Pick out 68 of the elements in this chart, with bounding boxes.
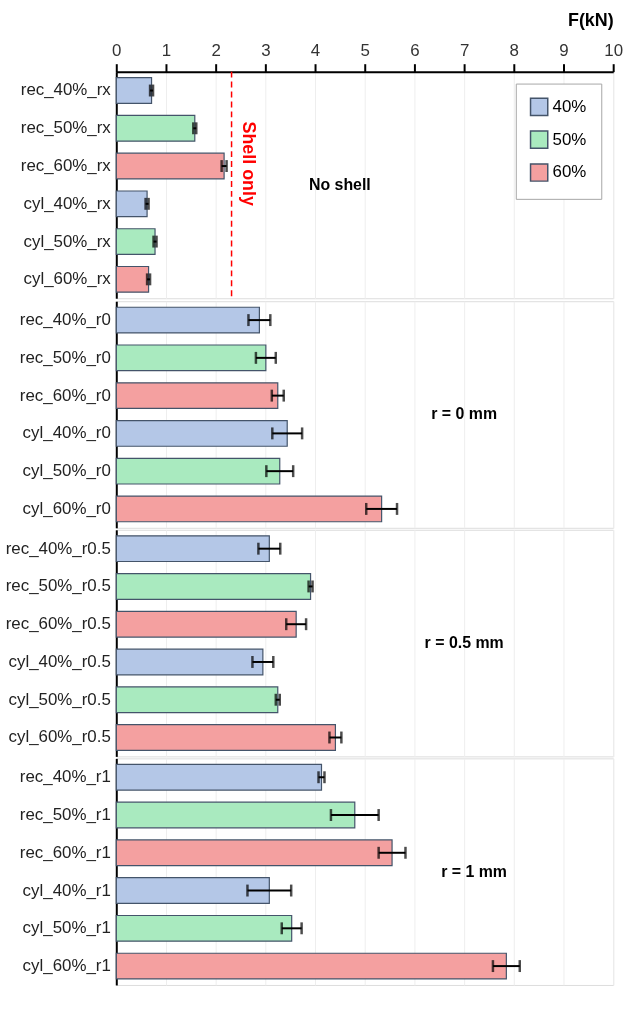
x-tick-label: 2: [211, 41, 221, 61]
y-tick-label: cyl_50%_r0.5: [8, 689, 111, 709]
bar: [115, 648, 264, 676]
legend-label: 60%: [552, 162, 587, 182]
x-tick-label: 9: [559, 41, 569, 61]
bar: [115, 801, 356, 829]
x-tick-label: 4: [310, 41, 321, 61]
bar: [115, 265, 150, 293]
x-tick-label: 5: [360, 41, 370, 61]
annotation: No shell: [308, 175, 371, 193]
bar: [115, 457, 281, 485]
y-tick-label: rec_40%_r0.5: [5, 538, 111, 558]
bar: [115, 610, 297, 638]
y-tick-label: cyl_60%_r0.5: [8, 727, 111, 747]
y-tick-label: rec_60%_rx: [20, 156, 112, 176]
y-tick-label: cyl_60%_r0: [22, 498, 111, 518]
y-tick-label: rec_60%_r0.5: [5, 614, 111, 634]
y-tick-label: rec_40%_r0: [19, 310, 111, 330]
legend-label: 50%: [552, 129, 587, 149]
bar: [115, 495, 383, 523]
y-tick-label: cyl_50%_r0: [22, 461, 111, 481]
x-tick-label: 3: [261, 41, 271, 61]
bar: [115, 686, 279, 714]
bar: [115, 952, 507, 980]
bar: [115, 152, 225, 180]
y-tick-label: cyl_50%_r1: [22, 918, 111, 938]
annotation: r = 0 mm: [431, 405, 498, 423]
y-tick-label: cyl_60%_rx: [23, 269, 112, 289]
y-tick-label: cyl_40%_r1: [22, 880, 111, 900]
bar: [115, 306, 260, 334]
bar: [115, 914, 293, 942]
y-tick-label: rec_60%_r1: [19, 842, 111, 862]
bar: [115, 228, 156, 256]
annotation: r = 1 mm: [441, 862, 507, 880]
y-tick-label: cyl_60%_r1: [22, 956, 111, 976]
legend-label: 40%: [552, 96, 587, 116]
x-tick-label: 7: [459, 41, 470, 61]
y-tick-label: cyl_40%_r0.5: [8, 651, 111, 671]
x-tick-label: 6: [410, 41, 420, 61]
bar: [115, 724, 337, 751]
bar: [115, 877, 270, 904]
y-tick-label: rec_50%_rx: [20, 118, 112, 138]
y-tick-label: rec_60%_r0: [19, 385, 111, 405]
x-tick-label: 1: [161, 41, 172, 61]
y-tick-label: rec_50%_r0: [19, 347, 111, 367]
bar: [115, 535, 270, 563]
bar: [115, 114, 196, 142]
x-axis-title: F(kN): [567, 10, 614, 31]
x-tick-label: 0: [112, 41, 122, 61]
bar: [115, 344, 267, 372]
x-tick-label: 8: [509, 41, 519, 61]
bar: [115, 573, 312, 600]
bar: [115, 839, 393, 867]
y-tick-label: rec_40%_r1: [19, 767, 111, 787]
bar: [115, 382, 279, 410]
x-tick-label: 10: [604, 41, 624, 61]
y-tick-label: rec_40%_rx: [20, 80, 112, 100]
bar: [115, 190, 148, 218]
y-tick-label: cyl_40%_r0: [22, 423, 111, 443]
bar: [115, 763, 323, 791]
y-tick-label: cyl_40%_rx: [23, 193, 112, 213]
y-tick-label: rec_50%_r0.5: [5, 576, 111, 596]
bar: [115, 77, 153, 104]
ref-line-label: Shell only: [239, 121, 260, 206]
annotation: r = 0.5 mm: [424, 634, 504, 652]
bar: [115, 419, 288, 447]
y-tick-label: rec_50%_r1: [19, 804, 111, 824]
y-tick-label: cyl_50%_rx: [23, 231, 112, 251]
